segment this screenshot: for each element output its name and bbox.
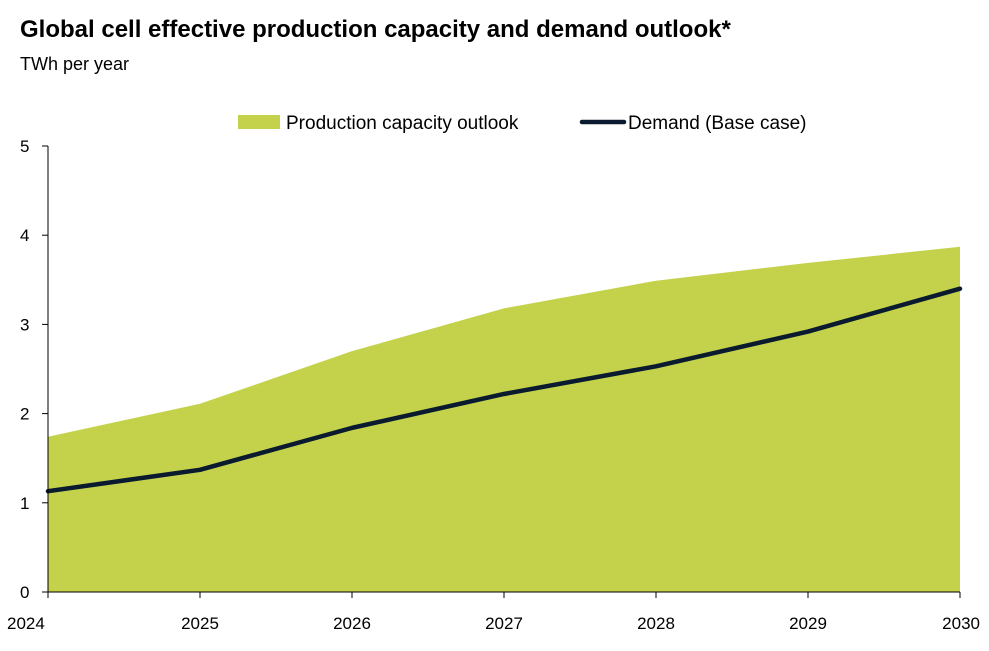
y-tick-label: 1 bbox=[20, 494, 29, 513]
x-tick-label: 2027 bbox=[485, 614, 523, 633]
x-tick-label: 2030 bbox=[942, 614, 980, 633]
chart-subtitle: TWh per year bbox=[20, 54, 130, 74]
y-tick-label: 5 bbox=[20, 137, 29, 156]
x-tick-label: 2024 bbox=[7, 614, 45, 633]
y-tick-label: 4 bbox=[20, 226, 29, 245]
x-tick-label: 2028 bbox=[637, 614, 675, 633]
legend-demand-label: Demand (Base case) bbox=[628, 113, 806, 134]
x-tick-label: 2026 bbox=[333, 614, 371, 633]
y-tick-label: 0 bbox=[20, 583, 29, 602]
x-tick-label: 2029 bbox=[789, 614, 827, 633]
legend-capacity-swatch bbox=[238, 115, 280, 129]
y-tick-label: 3 bbox=[20, 315, 29, 334]
chart-title: Global cell effective production capacit… bbox=[20, 16, 731, 43]
demand-line bbox=[45, 286, 963, 494]
y-tick-label: 2 bbox=[20, 405, 29, 424]
legend-capacity-label: Production capacity outlook bbox=[286, 113, 519, 134]
x-tick-label: 2025 bbox=[181, 614, 219, 633]
capacity-area bbox=[48, 246, 960, 592]
